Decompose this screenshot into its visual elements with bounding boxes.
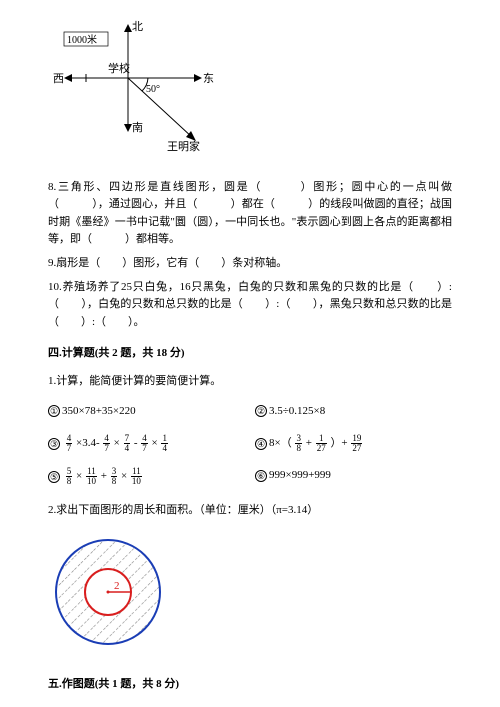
annulus-svg: 2 bbox=[48, 532, 178, 652]
section-4-sub2: 2.求出下面图形的周长和面积。（单位：厘米）（π=3.14） bbox=[48, 502, 452, 520]
section-4-title: 四.计算题(共 2 题，共 18 分) bbox=[48, 345, 452, 363]
distance-label: 1000米 bbox=[67, 33, 97, 46]
calc-2: ②3.5÷0.125×8 bbox=[255, 403, 452, 421]
east-label: 东 bbox=[203, 72, 214, 85]
north-label: 北 bbox=[132, 20, 143, 33]
angle-label: 50° bbox=[146, 84, 160, 95]
calc-grid: ①350×78+35×220 ②3.5÷0.125×8 ③ 47 ×3.4- 4… bbox=[48, 403, 452, 487]
west-label: 西 bbox=[53, 73, 64, 85]
calc-4: ④8×（ 38 + 127 ）+ 1927 bbox=[255, 434, 452, 453]
compass-diagram: 北 南 东 西 学校 50° 王明家 1000米 bbox=[48, 18, 452, 165]
calc-6: ⑥999×999+999 bbox=[255, 467, 452, 486]
school-label: 学校 bbox=[108, 61, 130, 75]
question-10: 10.养殖场养了25只白兔，16只黑兔，白兔的只数和黑兔的只数的比是（ ）:（ … bbox=[48, 279, 452, 332]
wang-label: 王明家 bbox=[167, 139, 200, 153]
south-label: 南 bbox=[132, 121, 143, 134]
question-9: 9.扇形是（ ）图形，它有（ ）条对称轴。 bbox=[48, 255, 452, 273]
section-5-title: 五.作图题(共 1 题，共 8 分) bbox=[48, 676, 452, 694]
calc-1: ①350×78+35×220 bbox=[48, 403, 245, 421]
calc-3: ③ 47 ×3.4- 47 × 74 - 47 × 14 bbox=[48, 434, 245, 453]
compass-svg: 北 南 东 西 学校 50° 王明家 1000米 bbox=[48, 18, 228, 158]
section-4-sub1: 1.计算，能简便计算的要简便计算。 bbox=[48, 373, 452, 391]
calc-5: ⑤ 58 × 1110 + 38 × 1110 bbox=[48, 467, 245, 486]
question-8: 8.三角形、四边形是直线图形，圆是（ ）图形；圆中心的一点叫做（ ），通过圆心，… bbox=[48, 179, 452, 249]
radius-label: 2 bbox=[114, 580, 120, 592]
annulus-diagram: 2 bbox=[48, 532, 452, 659]
